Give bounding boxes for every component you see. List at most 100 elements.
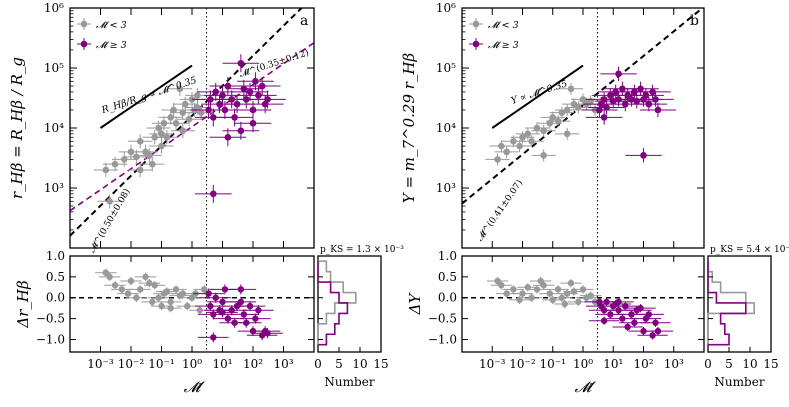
panel-a-res-xtick-label: 10⁻²	[118, 357, 145, 371]
panel-b-point	[575, 104, 582, 111]
panel-b-res-point	[607, 311, 614, 318]
panel-b-res-point	[645, 311, 653, 318]
panel-a-res-point	[167, 304, 174, 312]
panel-b-plot-area: 10³ 10⁴ 10⁵ 10⁶ 𝓜̇ < 3 𝓜̇ ≥ 3	[436, 1, 704, 248]
panel-a-hist-xlabel: Number	[324, 375, 374, 389]
panel-a-res-point	[219, 298, 226, 306]
panel-b-res-ytick-label: 1.0	[438, 249, 457, 263]
panel-b-res-point	[561, 300, 568, 308]
panel-b-point	[558, 109, 566, 116]
panel-b-ylabel: Y = m_7^0.29 r_Hβ	[400, 52, 418, 203]
panel-a-res-ytick-label: −1.0	[36, 332, 65, 346]
panel-b-point	[640, 152, 647, 159]
panel-b-histogram: 0 5 10 15 p_KS = 5.4 × 10⁻⁵ Number	[704, 245, 789, 389]
panel-a-point	[210, 114, 217, 121]
panel-a-legend-label: 𝓜̇ ≥ 3	[96, 40, 127, 51]
panel-a-res-point	[167, 298, 174, 306]
panel-b-point	[516, 142, 523, 150]
panel-a-point	[176, 85, 184, 93]
panel-a-point	[224, 133, 232, 141]
panel-b-res-point	[619, 315, 626, 322]
panel-b-res-point	[615, 298, 622, 306]
panel-a-point	[136, 166, 144, 174]
panel-a-point	[179, 127, 187, 135]
panel-a-ytick-label: 10³	[44, 181, 64, 195]
panel-a-point	[219, 92, 226, 99]
panel-a-hist-xtick-label: 15	[373, 357, 388, 371]
panel-a-reference-line	[99, 64, 193, 129]
panel-a-hist-hist-step	[317, 260, 357, 345]
panel-b-point	[519, 133, 526, 141]
panel-b-ytick-label: 10³	[436, 181, 456, 195]
panel-a-point	[221, 106, 229, 114]
panel-a-res-point	[172, 286, 180, 293]
panel-b-point	[637, 85, 644, 93]
panel-b-res-point	[510, 286, 517, 293]
panel-b-reference-line	[491, 64, 584, 129]
panel-b-point	[567, 85, 575, 93]
panel-a-point	[210, 190, 217, 198]
panel-a-res-point	[237, 298, 245, 306]
panel-a-point	[185, 115, 193, 123]
panel-b-hist-xtick-label: 15	[763, 357, 778, 371]
panel-a-point	[242, 96, 250, 103]
panel-a-res-xtick-label: 10⁻¹	[148, 357, 174, 371]
panel-a-hist-pks-label: p_KS = 1.3 × 10⁻³	[320, 245, 404, 255]
panel-b-res-point	[498, 282, 505, 289]
panel-a-res-point	[255, 307, 262, 314]
panel-b-point	[649, 88, 656, 96]
panel-b-point	[619, 85, 626, 93]
panel-b-res-point	[631, 319, 638, 326]
panel-a-res-point	[264, 330, 271, 337]
panel-a-point	[120, 156, 128, 163]
panel-b-ytick-label: 10⁵	[436, 61, 456, 75]
panel-a-res-point	[237, 286, 245, 293]
panel-b-res-ytick-label: 0.0	[438, 291, 457, 305]
panel-a-hist-frame	[317, 255, 382, 353]
panel-b-point	[498, 142, 505, 150]
panel-b-res-xtick-label: 10⁻²	[509, 357, 536, 371]
panel-a-hist-xtick-label: 10	[352, 357, 367, 371]
panel-b-res-point	[554, 286, 562, 293]
panel-a-res-point	[243, 319, 250, 326]
panel-b-residual: 1.0 0.5 0.0 −0.5 −1.0 10⁻³ 10⁻² 10⁻¹ 10⁰ 10¹ 10² 10…	[428, 249, 704, 371]
panel-b-point	[633, 97, 641, 105]
panel-a-point	[212, 88, 220, 96]
panel-a-res-point	[240, 311, 248, 318]
panel-b-ytick-label: 10⁶	[436, 1, 456, 15]
panel-a-point	[237, 127, 245, 135]
panel-b-point	[528, 138, 535, 145]
panel-a-res-ytick-label: 1.0	[46, 249, 65, 263]
panel-b-point	[540, 152, 547, 159]
panel-b-res-point	[537, 277, 544, 285]
panel-b-res-xtick-label: 10²	[633, 357, 653, 371]
panel-a-legend: 𝓜̇ < 3 𝓜̇ ≥ 3	[77, 18, 127, 51]
panel-b-res-point	[558, 294, 566, 301]
panel-b-res-point	[546, 290, 554, 297]
panel-a-data	[70, 8, 314, 237]
panel-a-res-point	[184, 302, 191, 310]
panel-b-hist-xlabel: Number	[714, 375, 764, 389]
panel-b-letter: b	[690, 13, 699, 29]
panel-b-hist-hist-step	[707, 261, 755, 345]
panel-a-res-point	[224, 315, 232, 322]
panel-a-point	[158, 142, 165, 150]
panel-a-letter: a	[300, 13, 308, 29]
panel-a-fit-low	[70, 8, 303, 237]
panel-b-hist-xtick-label: 5	[725, 357, 733, 371]
panel-b-point	[494, 156, 501, 163]
panel-a-point	[146, 152, 153, 159]
panel-a-res-xtick-label: 10⁰	[182, 357, 202, 371]
panel-a-xlabel: 𝓜̇	[184, 378, 206, 396]
panel-a-point	[136, 138, 144, 145]
panel-a-point	[149, 160, 156, 168]
panel-b-point	[615, 70, 622, 78]
panel-a-res-xtick-label: 10²	[243, 357, 263, 371]
panel-a-point	[102, 166, 110, 174]
panel-b-point	[563, 130, 571, 138]
panel-b-data	[462, 8, 704, 205]
panel-a-res-point	[106, 273, 113, 281]
panel-b-ytick-label: 10⁴	[436, 121, 456, 135]
panel-a-ytick-label: 10⁶	[44, 1, 64, 15]
